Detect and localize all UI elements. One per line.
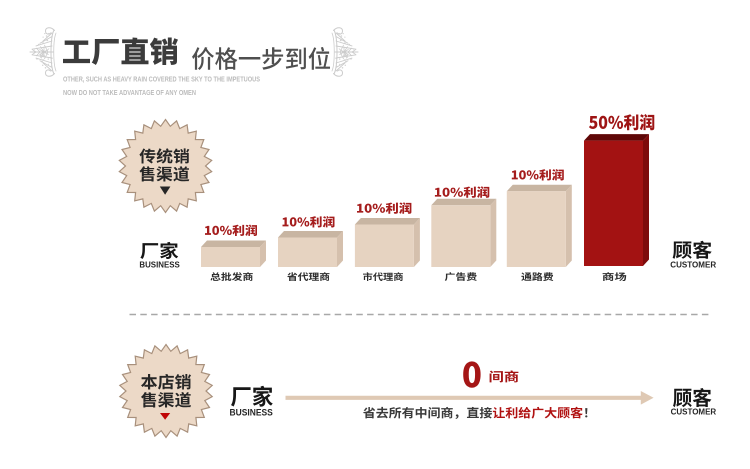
svg-text:BUSINESS: BUSINESS (230, 408, 273, 418)
svg-text:BUSINESS: BUSINESS (139, 260, 180, 270)
svg-text:NOW DO NOT TAKE ADVANTAGE OF A: NOW DO NOT TAKE ADVANTAGE OF ANY OMEN (63, 88, 196, 97)
svg-text:CUSTOMER: CUSTOMER (670, 260, 717, 270)
svg-text:CUSTOMER: CUSTOMER (671, 407, 717, 417)
svg-text:OTHER, SUCH AS HEAVY RAIN COVE: OTHER, SUCH AS HEAVY RAIN COVERED THE SK… (63, 74, 260, 83)
